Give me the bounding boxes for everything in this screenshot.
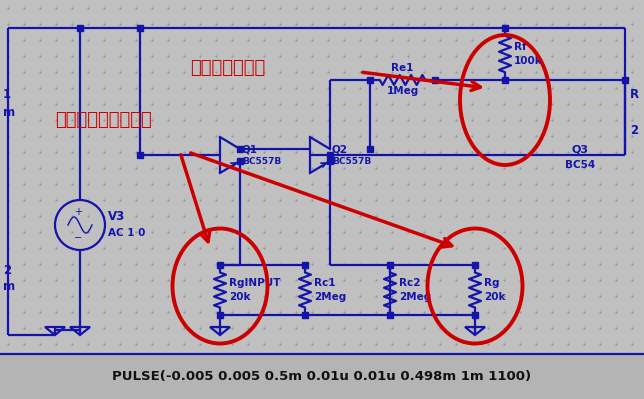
Text: +: +	[74, 207, 82, 217]
Text: 帰還抗抗の調整: 帰還抗抗の調整	[190, 59, 265, 77]
Text: 20k: 20k	[229, 292, 251, 302]
Text: −: −	[74, 233, 82, 243]
Text: 1Meg: 1Meg	[386, 86, 419, 96]
Text: m: m	[3, 105, 15, 119]
Text: Q1: Q1	[242, 144, 258, 154]
Text: 100k: 100k	[514, 56, 543, 66]
Text: AC 1 0: AC 1 0	[108, 228, 146, 238]
Text: V3: V3	[108, 211, 125, 223]
Text: Rc2: Rc2	[399, 278, 421, 288]
Text: Re1: Re1	[392, 63, 413, 73]
Text: 2Meg: 2Meg	[399, 292, 431, 302]
Text: 20k: 20k	[484, 292, 506, 302]
Text: BC557B: BC557B	[242, 158, 281, 166]
Text: 入力抗抗を高抗抗化: 入力抗抗を高抗抗化	[55, 111, 152, 129]
Bar	[0, 354, 644, 399]
Text: BC54: BC54	[565, 160, 595, 170]
Text: 2Meg: 2Meg	[314, 292, 346, 302]
Text: Q2: Q2	[332, 144, 348, 154]
Text: 2: 2	[630, 124, 638, 136]
Text: Q3: Q3	[571, 145, 589, 155]
Text: 2: 2	[3, 263, 11, 277]
Text: Rg: Rg	[484, 278, 500, 288]
Text: 1: 1	[3, 89, 11, 101]
Text: PULSE(-0.005 0.005 0.5m 0.01u 0.01u 0.498m 1m 1100): PULSE(-0.005 0.005 0.5m 0.01u 0.01u 0.49…	[113, 370, 531, 383]
Text: RgINPUT: RgINPUT	[229, 278, 281, 288]
Text: Rf: Rf	[514, 42, 527, 52]
Text: m: m	[3, 280, 15, 294]
Text: R: R	[630, 89, 639, 101]
Text: BC557B: BC557B	[332, 158, 371, 166]
Text: Rc1: Rc1	[314, 278, 336, 288]
